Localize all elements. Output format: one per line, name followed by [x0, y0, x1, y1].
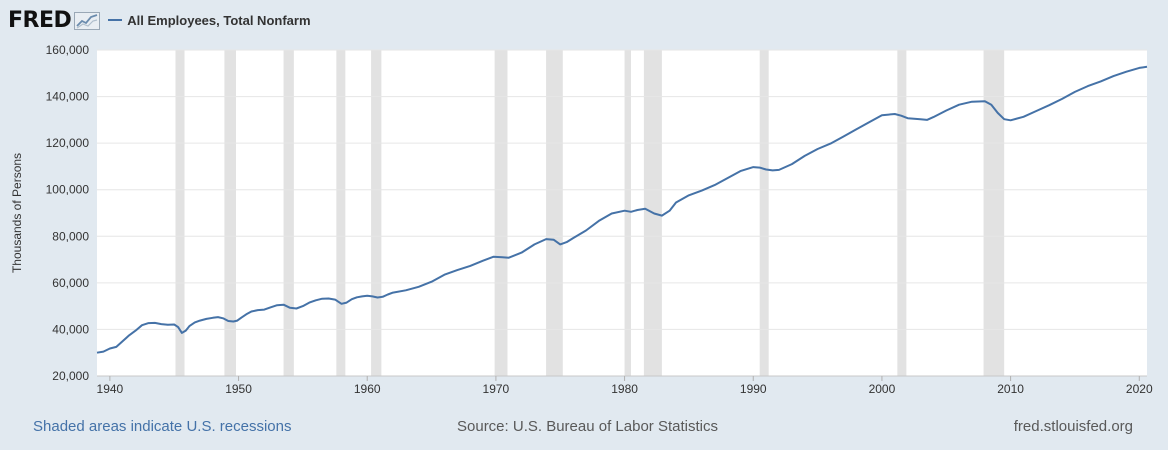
legend-swatch	[108, 19, 123, 21]
y-tick-label-6: 140,000	[46, 90, 90, 104]
chart-header: FRED All Employees, Total Nonfarm	[8, 6, 311, 34]
plot-area	[97, 50, 1147, 376]
recession-shading	[175, 50, 1005, 376]
x-axis-ticks: 1940 1950 1960 1970 1980 1990 2000 2010 2020	[97, 376, 1153, 396]
recession-band-11	[983, 50, 1005, 376]
line-chart-logo-icon	[74, 12, 101, 30]
legend-label: All Employees, Total Nonfarm	[127, 12, 311, 28]
line-chart: 20,000 40,000 60,000 80,000 100,000 120,000 14…	[10, 43, 1153, 396]
y-tick-label-4: 100,000	[46, 183, 90, 197]
y-tick-label-2: 60,000	[52, 276, 89, 290]
recession-band-1	[224, 50, 236, 376]
y-tick-label-1: 40,000	[52, 322, 89, 336]
recession-band-0	[175, 50, 185, 376]
x-tick-label-3: 1970	[483, 382, 510, 396]
x-tick-label-6: 2000	[869, 382, 896, 396]
recession-band-2	[283, 50, 294, 376]
grid-lines	[97, 49, 1147, 377]
recession-band-6	[546, 50, 563, 376]
recessions-note: Shaded areas indicate U.S. recessions	[33, 418, 292, 435]
recession-band-9	[759, 50, 769, 376]
y-axis-title: Thousands of Persons	[10, 153, 24, 273]
series-line-total-nonfarm	[96, 65, 1148, 354]
site-link[interactable]: fred.stlouisfed.org	[1013, 418, 1133, 435]
y-tick-label-5: 120,000	[46, 136, 90, 150]
x-tick-label-8: 2020	[1126, 382, 1153, 396]
legend-entry: All Employees, Total Nonfarm	[108, 12, 311, 28]
fred-logo: FRED	[8, 7, 72, 33]
recession-band-3	[336, 50, 346, 376]
x-tick-label-0: 1940	[97, 382, 124, 396]
x-tick-label-1: 1950	[225, 382, 252, 396]
recession-band-5	[494, 50, 508, 376]
y-tick-label-7: 160,000	[46, 43, 90, 57]
x-tick-label-5: 1990	[740, 382, 767, 396]
x-tick-label-7: 2010	[997, 382, 1024, 396]
source-note: Source: U.S. Bureau of Labor Statistics	[457, 418, 718, 435]
recession-band-4	[371, 50, 382, 376]
x-tick-label-4: 1980	[611, 382, 638, 396]
recession-band-7	[624, 50, 632, 376]
y-axis-ticks: 20,000 40,000 60,000 80,000 100,000 120,000 14…	[46, 43, 90, 383]
recession-band-10	[897, 50, 907, 376]
y-tick-label-0: 20,000	[52, 369, 89, 383]
x-tick-label-2: 1960	[354, 382, 381, 396]
y-tick-label-3: 80,000	[52, 229, 89, 243]
